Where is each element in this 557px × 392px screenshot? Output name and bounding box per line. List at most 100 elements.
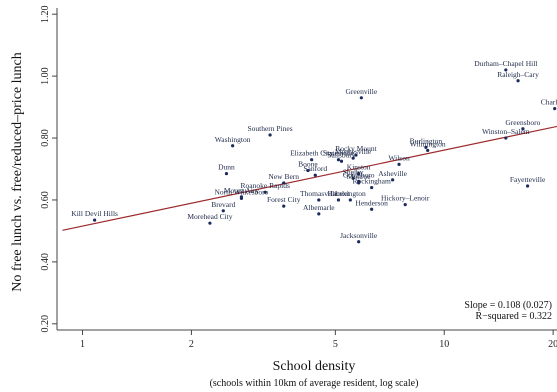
data-point: [317, 212, 321, 216]
data-point: [357, 172, 361, 176]
data-point: [357, 181, 361, 185]
point-label: Albemarle: [303, 203, 335, 212]
fit-line: [62, 125, 557, 231]
data-point: [351, 176, 355, 180]
data-point: [336, 158, 341, 162]
y-tick-label: 1.20: [40, 5, 51, 23]
point-label: Lexington: [335, 189, 366, 198]
data-point: [391, 178, 395, 182]
point-label: Thomasville: [300, 189, 338, 198]
point-label: Wilson: [388, 153, 410, 162]
data-point: [239, 196, 244, 201]
data-point: [525, 184, 530, 188]
point-label: Burlington: [410, 136, 443, 145]
data-point: [224, 172, 229, 176]
x-tick-label: 10: [439, 339, 449, 350]
point-label: Kill Devil Hills: [71, 209, 118, 218]
data-point: [357, 240, 361, 244]
point-label: Mount Airy: [224, 186, 259, 195]
data-point: [370, 207, 374, 211]
x-tick-label: 5: [333, 339, 338, 350]
point-label: New Bern: [268, 172, 299, 181]
data-point: [313, 173, 317, 177]
data-point: [263, 190, 267, 194]
point-label: Goldsboro: [343, 170, 375, 179]
point-label: Forest City: [267, 195, 301, 204]
point-label: Henderson: [355, 198, 388, 207]
point-label: North Wilkesboro: [214, 187, 268, 196]
data-point: [336, 198, 341, 202]
data-point: [282, 204, 286, 208]
data-point: [348, 198, 352, 202]
data-point: [351, 156, 355, 160]
y-tick-label: 0.80: [40, 129, 51, 147]
data-point: [359, 96, 363, 100]
data-point: [310, 158, 314, 162]
data-point: [426, 148, 430, 153]
data-point: [306, 168, 310, 173]
data-point: [516, 79, 520, 83]
point-label: Fayetteville: [510, 175, 546, 184]
point-label: Roanoke Rapids: [241, 181, 290, 190]
point-label: Rockingham: [352, 177, 390, 186]
axes: 1 2 5 10 20 0.20 0.40 0.60 0.80 1.00 1.20: [40, 5, 557, 350]
data-point: [282, 181, 286, 185]
data-point: [403, 203, 407, 207]
point-label: Brevard: [211, 200, 235, 209]
y-axis-title: No free lunch vs. free/reduced–price lun…: [10, 52, 25, 291]
point-label: Jacksonville: [340, 231, 378, 240]
point-labels-group: Kill Devil Hills Morehead City Brevard Moun…: [71, 59, 557, 240]
point-label: Southern Pines: [247, 124, 292, 133]
data-point: [504, 68, 508, 72]
point-label: Mooresville: [335, 147, 372, 156]
point-label: Rocky Mount: [335, 144, 377, 153]
point-label: Greensboro: [505, 118, 540, 127]
point-label: Wilmington: [410, 139, 446, 148]
data-point: [424, 145, 428, 149]
point-label: Shelby: [343, 167, 364, 176]
x-axis-subtitle: (schools within 10km of average resident…: [210, 378, 419, 389]
point-label: Hamlet: [327, 189, 350, 198]
point-label: Elizabeth City: [290, 149, 333, 158]
data-point: [317, 198, 321, 202]
point-label: Washington: [215, 135, 251, 144]
data-point: [221, 209, 225, 213]
point-label: Charlotte: [541, 98, 557, 107]
y-tick-label: 0.20: [40, 315, 51, 333]
point-label: Asheville: [378, 169, 407, 178]
y-tick-label: 0.40: [40, 253, 51, 271]
slope-annotation: Slope = 0.108 (0.027): [464, 300, 552, 311]
data-point: [339, 159, 344, 163]
x-axis-title: School density: [273, 359, 356, 374]
data-point: [397, 162, 401, 166]
point-label: Sanford: [303, 164, 327, 173]
fit-line-group: [62, 125, 557, 231]
data-point: [268, 133, 272, 137]
data-point: [504, 136, 508, 140]
point-label: Morehead City: [187, 212, 232, 221]
x-tick-label: 1: [80, 339, 85, 350]
data-point: [93, 218, 97, 222]
point-label: Hickory–Lenoir: [381, 194, 430, 203]
point-label: Boone: [298, 160, 318, 169]
point-label: Raleigh–Cary: [497, 70, 539, 79]
rsquared-annotation: R−squared = 0.322: [475, 311, 552, 322]
point-label: Kinston: [347, 163, 371, 172]
data-point: [354, 153, 358, 157]
point-label: Salisbury: [327, 150, 356, 159]
x-tick-label: 20: [548, 339, 557, 350]
data-point: [553, 107, 557, 111]
point-label: Winston–Salem: [482, 127, 530, 136]
point-label: Statesville: [323, 149, 355, 158]
points-group: [93, 68, 557, 244]
point-label: Durham–Chapel Hill: [474, 59, 537, 68]
data-point: [370, 185, 374, 190]
data-point: [231, 144, 235, 148]
x-tick-label: 2: [189, 339, 194, 350]
point-label: Monroe: [347, 172, 371, 181]
data-point: [521, 127, 525, 131]
y-tick-label: 1.00: [40, 67, 51, 85]
point-label: Dunn: [218, 163, 235, 172]
point-label: Greenville: [346, 87, 378, 96]
